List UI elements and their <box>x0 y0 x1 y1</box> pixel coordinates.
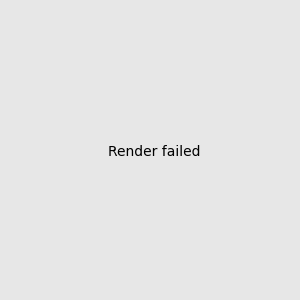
Text: Render failed: Render failed <box>107 145 200 158</box>
